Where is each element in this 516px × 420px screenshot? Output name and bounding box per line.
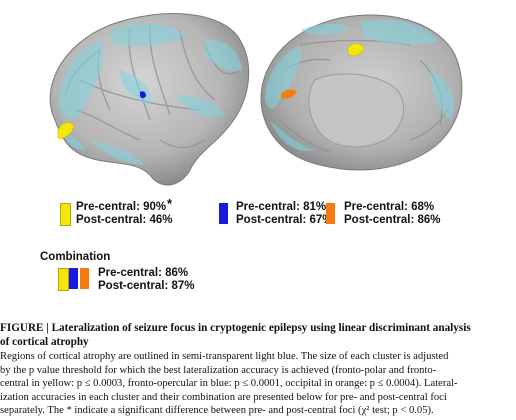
caption-line-4: ization accuracies in each cluster and t… — [0, 391, 447, 403]
caption-title-line-2: of cortical atrophy — [0, 336, 89, 348]
caption-line-3: central in yellow: p ≤ 0.0003, fronto-op… — [0, 378, 458, 390]
combination-blue-swatch — [69, 268, 78, 289]
combination-orange-swatch — [80, 268, 89, 289]
figure-caption-body: Regions of cortical atrophy are outlined… — [0, 350, 516, 418]
legend-1-pre: Pre-central: 90% — [76, 201, 167, 213]
combination-values: Pre-central: 86% Post-central: 87% — [98, 267, 195, 293]
medial-brain-view — [260, 14, 463, 171]
legend-1-post: Post-central: 46% — [76, 214, 173, 226]
legend-3-post: Post-central: 86% — [344, 214, 441, 226]
caption-title-line-1: FIGURE | Lateralization of seizure focus… — [0, 322, 471, 334]
legend: Pre-central: 90% Post-central: 46% * Pre… — [40, 196, 441, 293]
lateral-brain-view — [49, 13, 250, 186]
brain-figure — [49, 13, 463, 186]
legend-3-pre: Pre-central: 68% — [344, 201, 435, 213]
caption-line-5: separately. The * indicate a significant… — [0, 405, 434, 417]
figure-caption-title: FIGURE | Lateralization of seizure focus… — [0, 321, 516, 349]
combination-title: Combination — [40, 251, 111, 263]
significance-star: * — [167, 196, 173, 211]
legend-item-1: Pre-central: 90% Post-central: 46% — [76, 201, 173, 227]
legend-2-pre: Pre-central: 81% — [236, 201, 327, 213]
legend-2-post: Post-central: 67% — [236, 214, 333, 226]
legend-item-3: Pre-central: 68% Post-central: 86% — [344, 201, 441, 227]
legend-item-2: Pre-central: 81% Post-central: 67% — [236, 201, 333, 227]
orange-swatch — [326, 203, 335, 224]
combination-pre: Pre-central: 86% — [98, 267, 189, 279]
combination-yellow-swatch — [58, 268, 69, 291]
caption-line-2: by the p value threshold for which the b… — [0, 364, 437, 376]
yellow-swatch — [60, 203, 71, 226]
combination-post: Post-central: 87% — [98, 280, 195, 292]
blue-swatch — [219, 203, 228, 224]
caption-line-1: Regions of cortical atrophy are outlined… — [0, 351, 449, 362]
